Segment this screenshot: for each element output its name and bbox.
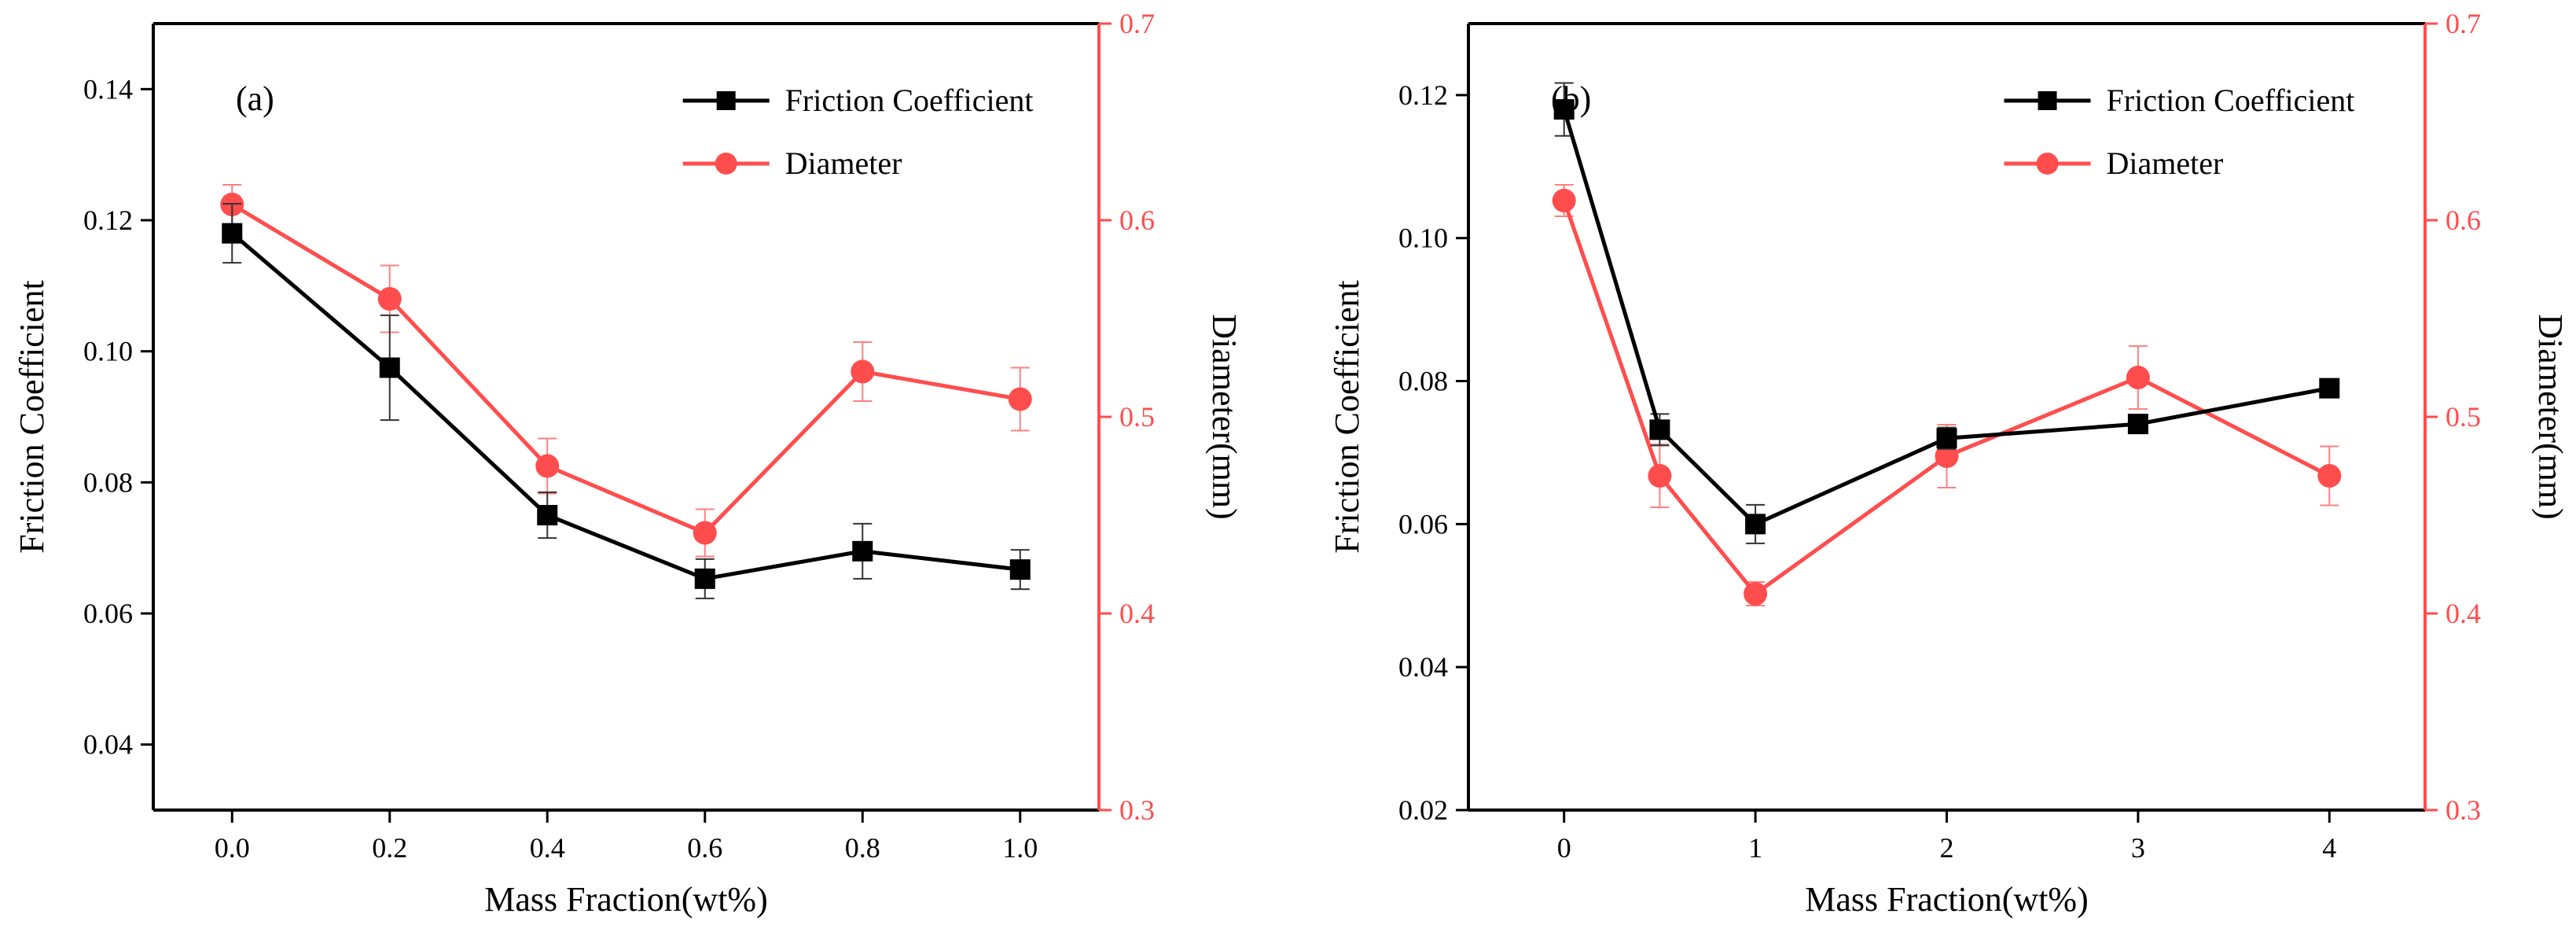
x-tick-label: 0.6 [687,832,722,864]
data-point-square [1745,514,1766,535]
y-left-tick-label: 0.12 [83,204,133,236]
legend-marker-square [716,91,736,110]
data-point-square [694,568,715,589]
data-point-square [537,505,558,525]
data-point-square [852,540,873,562]
y-right-tick-label: 0.6 [2446,204,2481,236]
data-point-circle [535,454,560,478]
y-left-tick-label: 0.14 [83,73,133,105]
x-tick-label: 0.4 [530,832,565,864]
legend-label: Friction Coefficient [2107,83,2355,118]
data-point-circle [377,287,402,311]
chart-panel-b: 0 1 2 3 4 0.02 0.04 0.06 0.08 0.10 0.12 0.3 0.4 0.5 0.… [1328,8,2570,919]
legend-label: Diameter [2107,146,2224,181]
y-left-tick-label: 0.04 [83,729,133,761]
data-point-circle [1744,582,1768,606]
series-diameter [220,184,1032,558]
x-tick-label: 1.0 [1002,832,1038,864]
y-right-tick-label: 0.3 [1119,794,1155,826]
legend-entry: Friction Coefficient [682,83,1034,118]
y-left-tick-label: 0.08 [1398,366,1448,397]
series-friction-coefficient [222,203,1031,599]
y-left-tick-label: 0.04 [1398,651,1448,683]
data-point-square [2127,414,2148,435]
y-left-tick-label: 0.10 [83,336,133,367]
x-tick-label: 4 [2322,832,2336,864]
data-point-circle [851,359,875,384]
legend-label: Diameter [785,146,902,181]
x-tick-label: 0.2 [372,832,407,864]
data-point-square [1009,559,1031,580]
series-line [1562,200,2331,597]
y-right-tick-label: 0.6 [1119,204,1155,236]
data-point-square [1649,419,1670,440]
data-point-square [222,223,243,244]
y-right-tick-label: 0.3 [2446,794,2481,826]
panel-label: (a) [236,79,274,118]
series-line [230,202,1021,536]
legend-entry: Diameter [2004,146,2224,181]
y-left-tick-label: 0.12 [1398,79,1448,111]
y-right-tick-label: 0.5 [2446,401,2481,433]
y-right-tick-label: 0.4 [1119,598,1155,629]
x-tick-label: 0.8 [845,832,880,864]
series-line [1562,109,2330,527]
data-point-circle [1008,387,1032,411]
y-right-tick-label: 0.4 [2446,598,2481,629]
y-right-tick-label: 0.7 [1119,8,1155,39]
data-point-circle [2317,464,2342,488]
chart-panel-a: 0.0 0.2 0.4 0.6 0.8 1.0 0.04 0.06 0.08 0.10 0.12 0.… [13,8,1244,919]
y-axis-title-right: Diameter(mm) [2531,314,2570,519]
y-left-tick-label: 0.02 [1398,794,1448,826]
data-point-circle [1935,444,1959,468]
legend-entry: Diameter [682,146,902,181]
y-axis-title-left: Friction Coefficient [1328,280,1366,553]
legend-marker-circle [2036,153,2059,175]
y-left-tick-label: 0.06 [1398,508,1448,540]
y-axis-title-right: Diameter(mm) [1205,314,1244,519]
y-left-tick-label: 0.08 [83,466,133,498]
data-point-square [1553,99,1575,120]
x-tick-label: 0 [1557,832,1571,864]
data-point-circle [1648,464,1672,488]
y-axis-title-left: Friction Coefficient [13,280,51,553]
x-tick-label: 2 [1940,832,1954,864]
x-tick-label: 3 [2131,832,2145,864]
y-left-tick-label: 0.06 [83,598,133,629]
x-axis-title: Mass Fraction(wt%) [484,880,768,919]
data-point-square [1936,428,1957,449]
data-point-square [379,357,400,378]
series-line [230,231,1021,581]
data-point-circle [2126,366,2150,389]
legend-marker-square [2038,91,2057,110]
data-point-circle [1552,189,1576,212]
legend-label: Friction Coefficient [785,83,1034,118]
legend-entry: Friction Coefficient [2004,83,2355,118]
y-right-tick-label: 0.5 [1119,401,1155,433]
y-right-tick-label: 0.7 [2446,8,2481,39]
data-point-square [2319,378,2340,399]
data-point-circle [693,521,717,545]
y-left-tick-label: 0.10 [1398,223,1448,254]
series-diameter [1552,184,2342,606]
x-axis-title: Mass Fraction(wt%) [1805,880,2089,919]
x-tick-label: 1 [1748,832,1762,864]
x-tick-label: 0.0 [215,832,250,864]
series-friction-coefficient [1553,82,2340,544]
legend-marker-circle [715,153,737,175]
